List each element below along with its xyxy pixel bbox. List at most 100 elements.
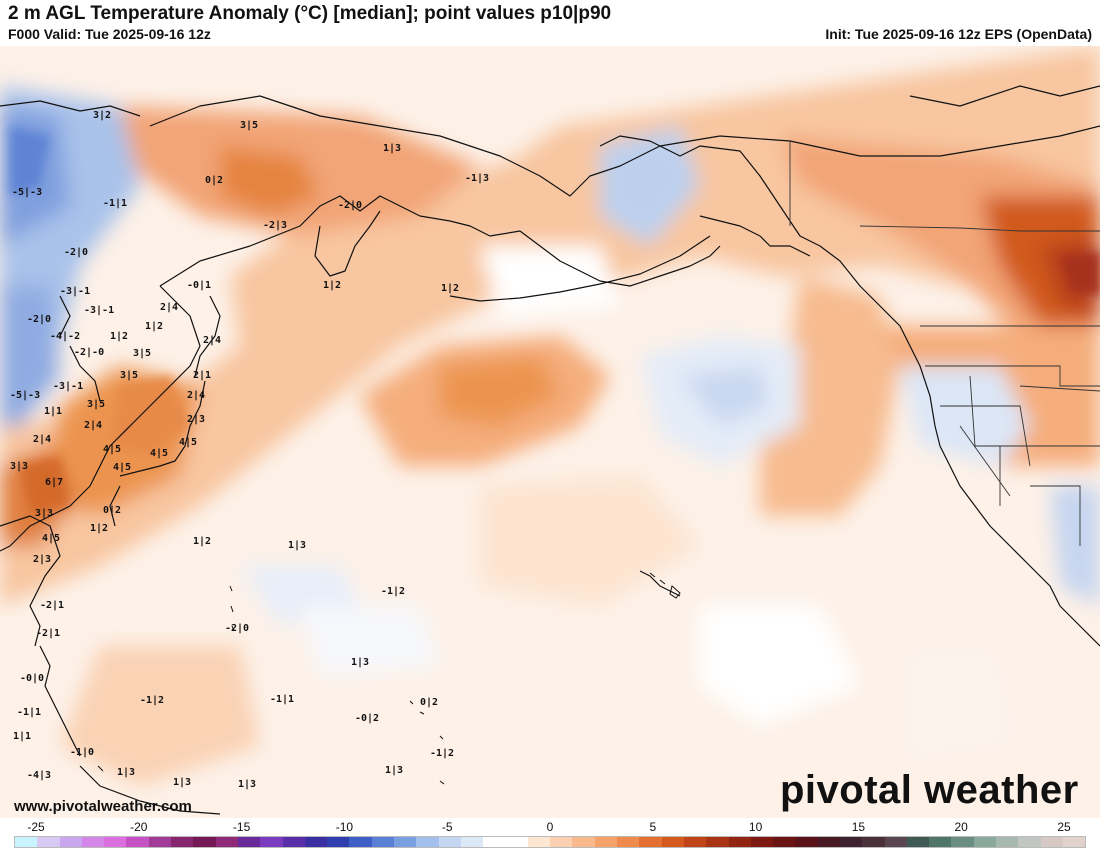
colorbar-swatch (639, 837, 662, 847)
colorbar-swatch (15, 837, 38, 847)
colorbar-swatch (505, 837, 528, 847)
colorbar-tick-label: -20 (130, 820, 148, 834)
point-value: 2|3 (187, 414, 206, 425)
colorbar-swatch (126, 837, 149, 847)
colorbar-swatch (996, 837, 1019, 847)
colorbar-swatch (862, 837, 885, 847)
colorbar-swatch (839, 837, 863, 847)
colorbar-swatch (906, 837, 930, 847)
point-value: 3|5 (133, 348, 152, 359)
point-value: 3|3 (35, 508, 54, 519)
point-value: -5|-3 (12, 187, 43, 198)
colorbar-swatch (728, 837, 751, 847)
point-value: 3|5 (87, 399, 106, 410)
point-value: -2|-0 (74, 347, 105, 358)
point-value: -0|1 (187, 280, 212, 291)
colorbar-swatch (750, 837, 774, 847)
point-value: 4|5 (42, 533, 61, 544)
colorbar-swatch (104, 837, 127, 847)
point-value: 0|2 (205, 175, 224, 186)
point-value: -1|1 (270, 694, 295, 705)
colorbar-swatch (416, 837, 439, 847)
colorbar-tick-label: 20 (954, 820, 968, 834)
point-value: 4|5 (150, 448, 169, 459)
point-value: -4|3 (27, 770, 52, 781)
point-value: 3|5 (240, 120, 259, 131)
point-value: -0|0 (20, 673, 45, 684)
point-value: 3|2 (93, 110, 112, 121)
anomaly-detail (10, 126, 1100, 516)
point-value: -1|1 (103, 198, 128, 209)
point-value: 2|4 (203, 335, 222, 346)
map-canvas (0, 46, 1100, 818)
colorbar-swatch (817, 837, 840, 847)
point-value: -1|0 (70, 747, 95, 758)
point-value: -2|0 (338, 200, 363, 211)
anomaly-shading (0, 46, 1100, 786)
map-title: 2 m AGL Temperature Anomaly (°C) [median… (8, 3, 612, 24)
init-time: Init: Tue 2025-09-16 12z EPS (OpenData) (825, 26, 1092, 42)
colorbar-tick-label: 10 (748, 820, 763, 834)
point-value: 1|2 (90, 523, 109, 534)
colorbar-swatch (572, 837, 595, 847)
point-value: -2|3 (263, 220, 288, 231)
point-value: -1|2 (140, 695, 165, 706)
colorbar-swatch (929, 837, 952, 847)
colorbar-swatch (215, 837, 238, 847)
colorbar-swatches (14, 836, 1086, 848)
colorbar-swatch (460, 837, 484, 847)
colorbar-swatch (661, 837, 684, 847)
colorbar-swatch (706, 837, 729, 847)
colorbar-swatch (260, 837, 283, 847)
colorbar-tick-label: 25 (1057, 820, 1071, 834)
colorbar-swatch (884, 837, 907, 847)
point-value: 1|2 (145, 321, 164, 332)
point-value: 2|4 (84, 420, 103, 431)
anomaly-map[interactable]: 3|2 3|5 1|3 0|2 -1|3 -5|-3 -1|1 -2|0 -2|3 -2|0 -0|… (0, 46, 1100, 818)
colorbar-swatch (59, 837, 82, 847)
colorbar-swatch (371, 837, 395, 847)
point-value: -2|0 (27, 314, 52, 325)
point-value: 2|4 (160, 302, 179, 313)
colorbar-swatch (1062, 837, 1086, 847)
colorbar-swatch (282, 837, 305, 847)
colorbar-swatch (327, 837, 350, 847)
colorbar-tick-label: 15 (851, 820, 866, 834)
colorbar-swatch (304, 837, 328, 847)
colorbar-swatch (438, 837, 461, 847)
point-value: -3|-1 (84, 305, 115, 316)
point-value: -1|3 (465, 173, 490, 184)
point-value: 1|2 (323, 280, 342, 291)
colorbar-swatch (394, 837, 417, 847)
colorbar-swatch (171, 837, 194, 847)
map-header: 2 m AGL Temperature Anomaly (°C) [median… (0, 0, 1100, 46)
colorbar-swatch (773, 837, 796, 847)
point-value: -2|1 (36, 628, 61, 639)
point-value: -4|-2 (50, 331, 81, 342)
colorbar-swatch (1040, 837, 1063, 847)
point-value: 1|1 (13, 731, 32, 742)
point-value: 2|3 (33, 554, 52, 565)
colorbar-tick-label: 0 (546, 820, 554, 834)
point-value: 2|4 (187, 390, 206, 401)
point-value: -0|2 (355, 713, 380, 724)
point-value: 1|2 (193, 536, 212, 547)
point-value: -2|0 (225, 623, 250, 634)
colorbar-swatch (1018, 837, 1041, 847)
colorbar-swatch (349, 837, 372, 847)
point-value: 2|4 (33, 434, 52, 445)
colorbar-swatch (193, 837, 216, 847)
point-value: 1|3 (117, 767, 136, 778)
point-value: 1|2 (110, 331, 129, 342)
point-value: 1|3 (288, 540, 307, 551)
point-value: -3|-1 (53, 381, 84, 392)
valid-time: F000 Valid: Tue 2025-09-16 12z (8, 26, 211, 42)
point-value: 4|5 (113, 462, 132, 473)
point-value: -1|2 (381, 586, 406, 597)
colorbar-tick-label: 5 (649, 820, 657, 834)
point-value: 2|1 (193, 370, 212, 381)
point-value: 4|5 (103, 444, 122, 455)
colorbar-swatch (37, 837, 60, 847)
colorbar-tick-label: -15 (232, 820, 251, 834)
point-value: -3|-1 (60, 286, 91, 297)
